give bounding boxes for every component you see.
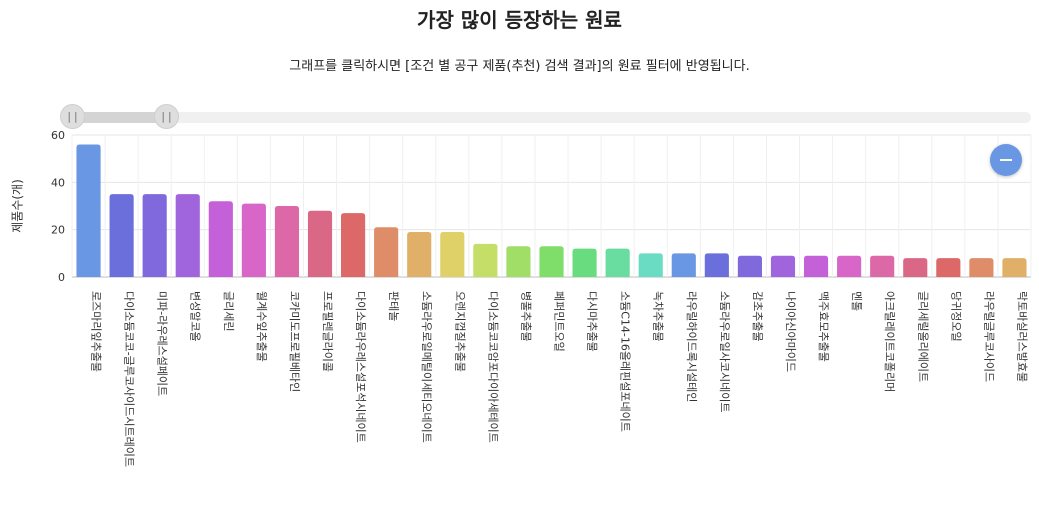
x-tick-label[interactable]: 변성알코올 [189,291,203,342]
x-tick-label[interactable]: 감초추출물 [751,291,764,342]
bar[interactable] [473,243,498,277]
y-tick-label: 40 [51,176,65,189]
x-tick-label[interactable]: 월계수잎추출물 [255,291,268,362]
x-tick-label[interactable]: 나이아신아마이드 [784,291,797,372]
bar[interactable] [969,258,994,277]
bar[interactable] [671,253,696,277]
x-tick-label[interactable]: 글리세릴올리에이트 [916,291,929,382]
bar[interactable] [737,255,762,277]
range-slider-track[interactable] [72,112,1031,123]
x-tick-label[interactable]: 다이소듐라우레스설포석시네이트 [354,291,367,443]
bar[interactable] [208,201,233,277]
x-tick-label[interactable]: 오렌지껍질추출물 [453,291,466,372]
bar[interactable] [770,255,796,277]
bar[interactable] [638,253,663,277]
range-slider-left-handle[interactable]: || [60,104,85,129]
y-tick-label: 0 [58,271,65,284]
x-tick-label[interactable]: 아크릴레이트코폴리머 [883,291,896,392]
x-tick-label[interactable]: 맥주효모추출물 [817,291,830,362]
x-tick-label[interactable]: 락토바실러스발효물 [1015,291,1028,382]
zoom-out-button[interactable] [990,144,1022,176]
x-tick-label[interactable]: 소듐C14-16올레핀설포네이트 [619,291,632,432]
bar[interactable] [870,255,895,277]
x-tick-label[interactable]: 다시마추출물 [586,291,599,352]
x-tick-label[interactable]: 다이소듐코코암포다이아세테이트 [486,291,499,443]
bar[interactable] [241,203,266,277]
x-tick-label[interactable]: 소듐라우로일메틸이세티오네이트 [420,291,434,443]
x-tick-label[interactable]: 병풀추출물 [519,291,532,342]
range-slider-right-handle[interactable]: || [154,104,179,129]
bar[interactable] [341,213,366,277]
y-tick-label: 20 [51,224,65,237]
bar[interactable] [440,232,465,277]
x-tick-label[interactable]: 당귀정오일 [949,291,963,342]
bar[interactable] [175,194,200,277]
bar[interactable] [605,248,630,277]
chart-subtitle: 그래프를 클릭하시면 [조건 별 공구 제품(추천) 검색 결과]의 원료 필터… [289,59,750,74]
x-tick-label[interactable]: 로즈마리잎추출물 [90,291,103,372]
bar[interactable] [936,258,961,277]
bar[interactable] [307,210,333,277]
x-tick-label[interactable]: 라우릴하이드록시설테인 [685,291,699,402]
bar[interactable] [1002,258,1027,277]
x-tick-label[interactable]: 소듐라우로일사코시네이트 [718,291,732,412]
minus-icon [1000,159,1012,161]
range-slider-selection[interactable] [72,112,167,123]
y-tick-label: 60 [51,129,65,142]
x-tick-label[interactable]: 판테놀 [387,291,400,321]
bar[interactable] [109,194,134,277]
bar[interactable] [76,144,101,277]
x-tick-label[interactable]: 프로필렌글라이콜 [321,291,334,372]
bar[interactable] [407,232,432,277]
bar[interactable] [142,194,167,277]
bar[interactable] [572,248,597,277]
bar[interactable] [837,255,862,277]
chart-title: 가장 많이 등장하는 원료 [417,8,622,32]
x-tick-label[interactable]: 코카미도프로필베타인 [288,291,301,392]
x-tick-label[interactable]: 멘톨 [850,291,863,311]
x-tick-label[interactable]: 페퍼민트오일 [553,291,567,352]
x-tick-label[interactable]: 녹차추출물 [652,291,665,342]
bar[interactable] [374,227,399,277]
bar[interactable] [506,246,531,277]
bar[interactable] [903,258,928,277]
bar[interactable] [803,255,829,277]
x-tick-label[interactable]: 라우릴글루코사이드 [982,291,995,382]
x-tick-label[interactable]: 글리세린 [222,291,235,331]
x-tick-label[interactable]: 다이소듐코코-글루코사이드시트레이트 [123,291,136,467]
bar[interactable] [274,206,300,277]
bar[interactable] [539,246,564,277]
x-tick-label[interactable]: 미파-라우레스설페이트 [156,291,169,396]
bar[interactable] [704,253,729,277]
